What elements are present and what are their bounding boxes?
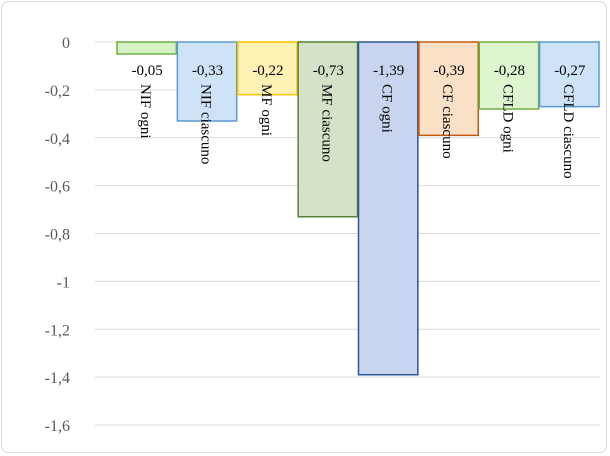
y-tick-label: -1,2 xyxy=(45,322,70,339)
y-tick-label: -0,2 xyxy=(45,83,70,100)
category-label: CFLD ciascuno xyxy=(560,84,576,179)
y-tick-label: -1 xyxy=(57,274,70,291)
y-tick-label: -1,6 xyxy=(45,418,70,435)
data-label: -0,39 xyxy=(433,63,464,79)
category-label: NIF ciascuno xyxy=(198,84,214,164)
category-label: MF ciascuno xyxy=(318,84,334,162)
bar xyxy=(176,41,238,122)
bar xyxy=(237,41,298,96)
data-label: -0,22 xyxy=(252,63,283,79)
data-label: -0,73 xyxy=(313,63,344,79)
data-label: -1,39 xyxy=(373,63,404,79)
data-label: -0,33 xyxy=(192,63,223,79)
y-axis-ticks: 0 -0,2 -0,4 -0,6 -0,8 -1 -1,2 -1,4 -1,6 xyxy=(45,35,70,435)
bar xyxy=(116,41,178,55)
y-tick-label: -0,4 xyxy=(45,131,70,148)
y-tick-label: -1,4 xyxy=(45,370,70,387)
y-tick-label: 0 xyxy=(62,35,70,52)
category-label: CF ciascuno xyxy=(439,84,455,159)
category-label: CFLD ogni xyxy=(499,84,515,153)
bar xyxy=(297,41,359,218)
category-labels: NIF ogni NIF ciascuno MF ogni MF ciascuno CF… xyxy=(137,84,576,179)
category-label: MF ogni xyxy=(258,84,274,136)
bar xyxy=(538,41,600,108)
bars xyxy=(116,41,600,376)
data-label: -0,27 xyxy=(554,63,586,79)
data-label: -0,05 xyxy=(132,63,163,79)
data-labels: -0,05 -0,33 -0,22 -0,73 -1,39 -0,39 -0,28 -0,27 xyxy=(132,63,586,79)
y-tick-label: -0,8 xyxy=(45,227,70,244)
y-tick-label: -0,6 xyxy=(45,179,70,196)
category-label: CF ogni xyxy=(379,84,395,133)
bar xyxy=(478,41,540,110)
category-label: NIF ogni xyxy=(137,84,153,139)
data-label: -0,28 xyxy=(494,63,525,79)
bar xyxy=(357,41,419,376)
bar xyxy=(418,41,479,137)
